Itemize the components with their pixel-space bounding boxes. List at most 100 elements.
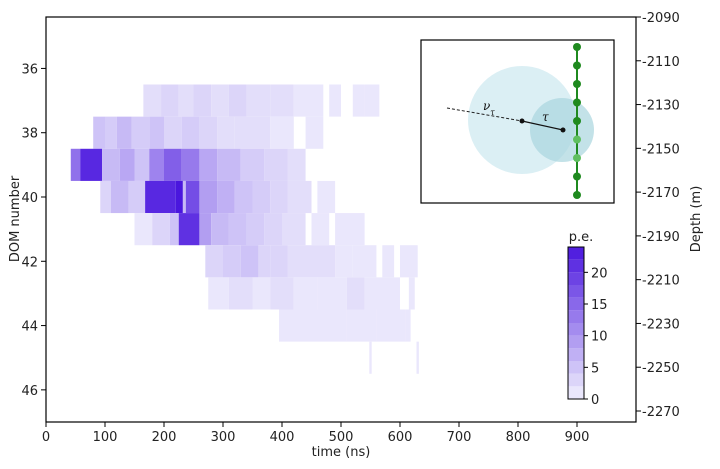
heatmap-cell <box>149 116 164 149</box>
heatmap-cell <box>270 245 288 278</box>
heatmap-cells <box>70 84 419 374</box>
heatmap-cell <box>128 180 146 214</box>
heatmap-cell <box>119 148 135 181</box>
heatmap-cell <box>352 84 365 117</box>
heatmap-cell <box>376 309 406 342</box>
y2-tick-label: -2150 <box>642 142 680 157</box>
colorbar-step <box>568 297 584 311</box>
heatmap-cell <box>182 180 186 214</box>
heatmap-cell <box>287 245 312 278</box>
heatmap-cell <box>105 116 117 149</box>
heatmap-cell <box>169 213 179 246</box>
heatmap-cell <box>346 309 377 342</box>
x-tick-label: 100 <box>93 430 118 445</box>
heatmap-cell <box>134 213 153 246</box>
y2-tick-label: -2110 <box>642 55 680 70</box>
y-tick-label: 36 <box>21 62 38 77</box>
colorbar-title: p.e. <box>569 230 594 245</box>
colorbar-tick-label: 0 <box>591 393 599 408</box>
y2-tick-label: -2270 <box>642 405 680 420</box>
heatmap-cell <box>102 148 120 181</box>
x-tick-label: 400 <box>270 430 295 445</box>
heatmap-cell <box>175 180 183 214</box>
heatmap-cell <box>293 84 324 117</box>
heatmap-cell <box>161 84 179 117</box>
y2-tick-label: -2130 <box>642 99 680 114</box>
dom-dot <box>573 43 581 51</box>
decay-point <box>560 127 566 133</box>
heatmap-cell <box>199 213 212 246</box>
heatmap-cell <box>131 116 150 149</box>
x-tick-label: 900 <box>565 430 590 445</box>
heatmap-cell <box>178 84 194 117</box>
heatmap-cell <box>149 148 164 181</box>
heatmap-cell <box>228 213 247 246</box>
dom-dot <box>573 135 581 144</box>
heatmap-cell <box>293 277 318 310</box>
x-tick-label: 500 <box>329 430 354 445</box>
colorbar-step <box>568 373 584 387</box>
y2-tick-label: -2190 <box>642 230 680 245</box>
dom-dot <box>573 61 581 70</box>
heatmap-cell <box>164 148 182 181</box>
y2-tick-label: -2230 <box>642 317 680 332</box>
dom-dot <box>573 98 581 107</box>
tau-label: τ <box>542 110 549 124</box>
y2-tick-label: -2170 <box>642 186 680 201</box>
y2-axis-title: Depth (m) <box>689 186 704 253</box>
heatmap-cell <box>234 116 253 149</box>
heatmap-cell <box>346 277 365 310</box>
heatmap-cell <box>234 180 253 214</box>
heatmap-cell <box>252 180 271 214</box>
colorbar-tick-label: 20 <box>591 266 608 281</box>
colorbar-step <box>568 348 584 361</box>
vertex-point <box>519 118 525 124</box>
colorbar-tick-label: 15 <box>591 298 608 313</box>
colorbar-step <box>568 386 584 399</box>
y-tick-label: 38 <box>21 127 38 142</box>
heatmap-cell <box>246 213 265 246</box>
heatmap-cell <box>181 116 200 149</box>
heatmap-cell <box>70 148 81 181</box>
heatmap-cell <box>311 245 336 278</box>
heatmap-cell <box>199 180 218 214</box>
x-axis: 0 100 200 300 400 500 600 700 800 900 <box>42 422 590 445</box>
heatmap-cell <box>223 245 241 278</box>
y-tick-label: 40 <box>21 191 38 206</box>
heatmap-cell <box>279 309 312 342</box>
heatmap-cell <box>240 148 265 181</box>
heatmap-cell <box>287 148 306 181</box>
heatmap-cell <box>405 309 411 342</box>
colorbar: p.e. 0 5 10 15 20 <box>567 230 608 408</box>
y2-axis: -2090 -2110 -2130 -2150 -2170 -2190 -2210 -2230… <box>636 11 680 420</box>
x-tick-label: 600 <box>388 430 413 445</box>
heatmap-cell <box>311 213 330 246</box>
heatmap-cell <box>178 213 200 246</box>
y2-tick-label: -2090 <box>642 11 680 26</box>
x-tick-label: 0 <box>42 430 50 445</box>
heatmap-cell <box>181 148 200 181</box>
heatmap-cell <box>80 148 103 181</box>
x-tick-label: 300 <box>211 430 236 445</box>
dom-dot <box>573 80 581 88</box>
incoming-direction-dashed <box>446 107 523 122</box>
colorbar-steps <box>568 247 584 399</box>
heatmap-cell <box>199 116 218 149</box>
heatmap-cell <box>93 116 105 149</box>
x-tick-label: 800 <box>506 430 531 445</box>
heatmap-cell <box>217 116 235 149</box>
heatmap-cell <box>205 245 223 278</box>
heatmap-cell <box>164 116 182 149</box>
heatmap-cell <box>270 116 294 149</box>
colorbar-ticks: 0 5 10 15 20 <box>584 266 608 408</box>
heatmap-cell <box>335 245 353 278</box>
heatmap-cell <box>317 180 336 214</box>
heatmap-cell <box>143 84 162 117</box>
heatmap-cell <box>152 213 170 246</box>
heatmap-cell <box>145 180 176 214</box>
colorbar-frame <box>567 246 585 400</box>
heatmap-cell <box>193 84 212 117</box>
heatmap-cell <box>416 341 419 374</box>
heatmap-cell <box>400 245 418 278</box>
